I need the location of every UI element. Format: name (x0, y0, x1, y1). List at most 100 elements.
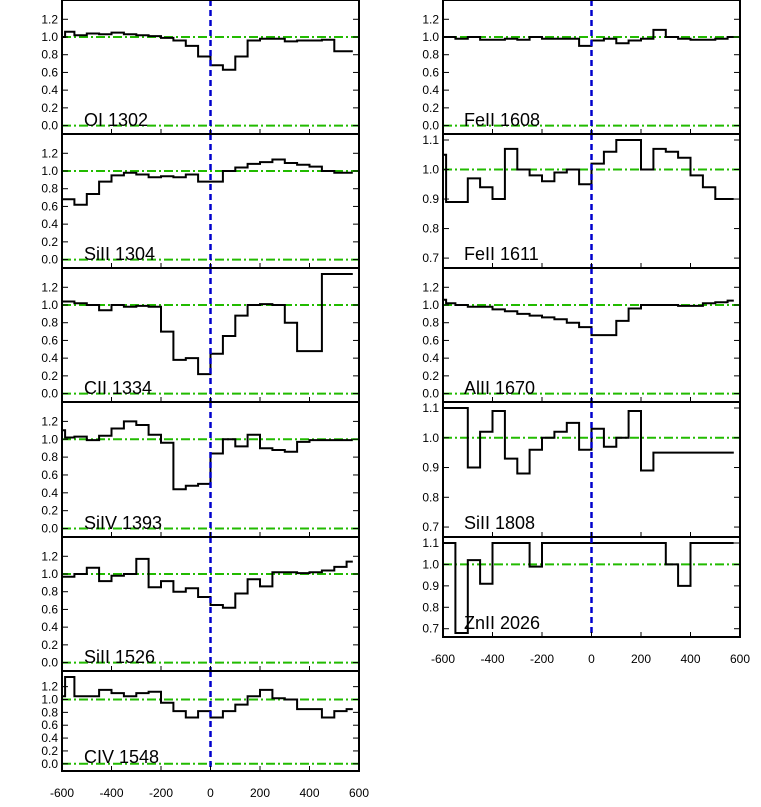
x-tick-label: 0 (207, 786, 214, 800)
y-tick-label: 0.6 (41, 199, 58, 213)
x-tick-label: 400 (299, 786, 319, 800)
y-tick-label: 0.4 (422, 83, 439, 97)
x-tick-label: -600 (431, 652, 455, 666)
ion-label: OI 1302 (84, 110, 148, 130)
y-tick-label: 1.0 (422, 30, 439, 44)
y-tick-label: 0.7 (422, 622, 439, 636)
y-tick-label: 0.6 (422, 333, 439, 347)
y-tick-label: 0.6 (41, 65, 58, 79)
y-tick-label: 0.6 (41, 333, 58, 347)
y-tick-label: 1.1 (422, 401, 439, 415)
x-tick-label: 600 (730, 652, 750, 666)
spectrum-series (62, 557, 353, 609)
spectrum-series (443, 298, 734, 337)
panel-alii-1670: 0.0 0.2 0.4 0.6 0.8 1.0 1.2 AlII 1670 (422, 267, 741, 403)
x-tick-label: -400 (99, 786, 123, 800)
spectral-panels: 0.00.20.40.60.81.01.2OI 13020.00.20.40.6… (41, 0, 741, 772)
panel-feii-1611: 0.7 0.8 0.9 1.0 1.1 FeII 1611 (422, 133, 741, 269)
y-tick-label: 0.2 (41, 638, 58, 652)
y-tick-label: 1.0 (422, 298, 439, 312)
y-tick-label: 0.8 (41, 450, 58, 464)
y-tick-label: 1.0 (422, 163, 439, 177)
y-tick-label: 0.0 (41, 253, 58, 267)
y-tick-label: 0.8 (422, 48, 439, 62)
y-tick-label: 0.6 (422, 65, 439, 79)
y-tick-label: 0.8 (422, 222, 439, 236)
y-tick-label: 0.0 (41, 757, 58, 771)
y-tick-label: 0.2 (41, 369, 58, 383)
y-tick-label: 0.9 (422, 579, 439, 593)
y-tick-label: 1.0 (41, 432, 58, 446)
y-tick-label: 0.4 (41, 731, 58, 745)
panel-znii-2026: 0.7 0.8 0.9 1.0 1.1 ZnII 2026 (422, 536, 741, 638)
spectrum-series (62, 420, 353, 491)
y-tick-label: 0.8 (41, 705, 58, 719)
x-tick-label: 200 (631, 652, 651, 666)
y-tick-label: 1.0 (422, 557, 439, 571)
y-tick-label: 0.0 (41, 656, 58, 670)
y-tick-label: 0.4 (41, 217, 58, 231)
panel-oi-1302: 0.0 0.2 0.4 0.6 0.8 1.0 1.2 OI 1302 (41, 0, 360, 135)
y-tick-label: 1.1 (422, 536, 439, 550)
y-tick-label: 0.4 (41, 83, 58, 97)
ion-label: ZnII 2026 (464, 613, 540, 633)
x-tick-label: 0 (588, 652, 595, 666)
ion-label: FeII 1608 (464, 110, 540, 130)
y-tick-label: 1.1 (422, 133, 439, 147)
ion-label: CII 1334 (84, 378, 152, 398)
y-tick-label: 0.0 (41, 387, 58, 401)
ion-label: AlII 1670 (464, 378, 535, 398)
y-tick-label: 0.2 (422, 369, 439, 383)
y-tick-label: 0.0 (41, 522, 58, 536)
y-tick-label: 0.8 (422, 600, 439, 614)
y-tick-label: 0.8 (422, 490, 439, 504)
x-tick-label: -200 (149, 786, 173, 800)
y-tick-label: 0.7 (422, 251, 439, 265)
y-tick-label: 1.0 (41, 693, 58, 707)
ion-label: SiII 1808 (464, 513, 535, 533)
y-tick-label: 1.0 (41, 298, 58, 312)
y-tick-label: 0.4 (422, 351, 439, 365)
x-tick-label: -400 (480, 652, 504, 666)
ion-label: SiIV 1393 (84, 513, 162, 533)
spectrum-series (62, 158, 353, 206)
ion-label: FeII 1611 (464, 244, 539, 264)
panel-siii-1526: 0.0 0.2 0.4 0.6 0.8 1.0 1.2 SiII 1526 (41, 536, 360, 672)
ion-label: CIV 1548 (84, 747, 159, 767)
ion-label: SiII 1526 (84, 647, 155, 667)
y-tick-label: 0.6 (41, 602, 58, 616)
y-tick-label: 0.0 (41, 119, 58, 133)
panel-feii-1608: 0.0 0.2 0.4 0.6 0.8 1.0 1.2 FeII 1608 (422, 0, 741, 135)
spectrum-series (443, 28, 734, 47)
x-tick-label: 400 (680, 652, 700, 666)
panel-siii-1304: 0.0 0.2 0.4 0.6 0.8 1.0 1.2 SiII 1304 (41, 133, 360, 269)
spectrum-series (62, 273, 353, 376)
ion-label: SiII 1304 (84, 244, 155, 264)
y-tick-label: 0.8 (41, 182, 58, 196)
y-tick-label: 0.9 (422, 192, 439, 206)
x-tick-label: -600 (50, 786, 74, 800)
y-tick-label: 0.2 (41, 101, 58, 115)
y-tick-label: 1.0 (41, 30, 58, 44)
y-tick-label: 0.8 (41, 316, 58, 330)
y-tick-label: 0.0 (422, 119, 439, 133)
spectrum-series (62, 30, 353, 71)
y-tick-label: 0.2 (41, 744, 58, 758)
panel-civ-1548: 0.00.20.40.60.81.01.2 CIV 1548 (41, 670, 360, 772)
y-tick-label: 1.2 (41, 549, 58, 563)
y-tick-label: 0.0 (422, 387, 439, 401)
y-tick-label: 0.6 (41, 718, 58, 732)
y-tick-label: 1.0 (422, 431, 439, 445)
y-tick-label: 0.4 (41, 351, 58, 365)
y-tick-label: 1.0 (41, 567, 58, 581)
y-tick-label: 1.0 (41, 164, 58, 178)
x-tick-label: 600 (349, 786, 369, 800)
y-tick-label: 1.2 (41, 280, 58, 294)
y-tick-label: 0.2 (422, 101, 439, 115)
y-tick-label: 0.2 (41, 504, 58, 518)
x-tick-label: -200 (530, 652, 554, 666)
y-tick-label: 0.2 (41, 235, 58, 249)
panel-siiv-1393: 0.0 0.2 0.4 0.6 0.8 1.0 1.2 SiIV 1393 (41, 401, 360, 538)
y-tick-label: 0.8 (41, 48, 58, 62)
